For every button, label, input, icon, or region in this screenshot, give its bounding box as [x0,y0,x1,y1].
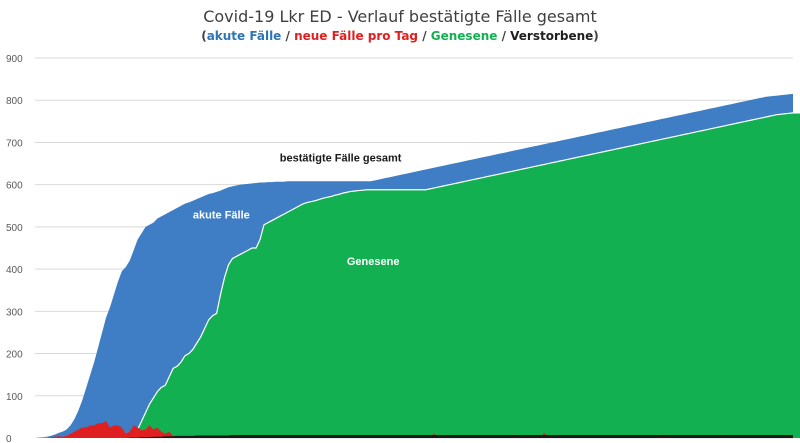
chart-subtitle: (akute Fälle / neue Fälle pro Tag / Gene… [0,29,800,43]
y-tick-label: 100 [6,392,23,403]
y-tick-label: 300 [6,307,23,318]
subtitle-part-6: / [497,29,511,43]
series-genesene-area [35,112,800,438]
y-tick-label: 400 [6,265,23,276]
subtitle-part-3: neue Fälle pro Tag [294,29,419,43]
subtitle-part-4: / [418,29,431,43]
annotations: bestätigte Fälle gesamt akute Fälle Genese… [193,152,402,267]
series-layer [35,93,800,439]
y-tick-label: 500 [6,223,23,234]
y-tick-label: 800 [6,96,23,107]
subtitle-part-5: Genesene [430,29,498,43]
annotation-label: akute Fälle [193,209,250,221]
y-tick-label: 0 [6,434,12,443]
annotation-label: bestätigte Fälle gesamt [280,152,402,164]
y-tick-label: 200 [6,350,23,361]
y-axis: 0 100 200 300 400 500 600 700 800 900 [6,54,23,443]
subtitle-part-8: ) [593,29,599,43]
series-verstorbene-area [35,435,793,438]
y-tick-label: 600 [6,181,23,192]
y-tick-label: 900 [6,54,23,65]
subtitle-part-0: ( [201,29,207,43]
y-tick-label: 700 [6,138,23,149]
series-neue-faelle-area [35,421,793,438]
subtitle-part-7: Verstorbene [510,29,594,43]
annotation-label: Genesene [347,256,400,268]
subtitle-part-1: akute Fälle [206,29,282,43]
subtitle-part-2: / [281,29,295,43]
series-genesene-edge [35,112,800,439]
chart-title: Covid-19 Lkr ED - Verlauf bestätigte Fäl… [203,7,597,26]
